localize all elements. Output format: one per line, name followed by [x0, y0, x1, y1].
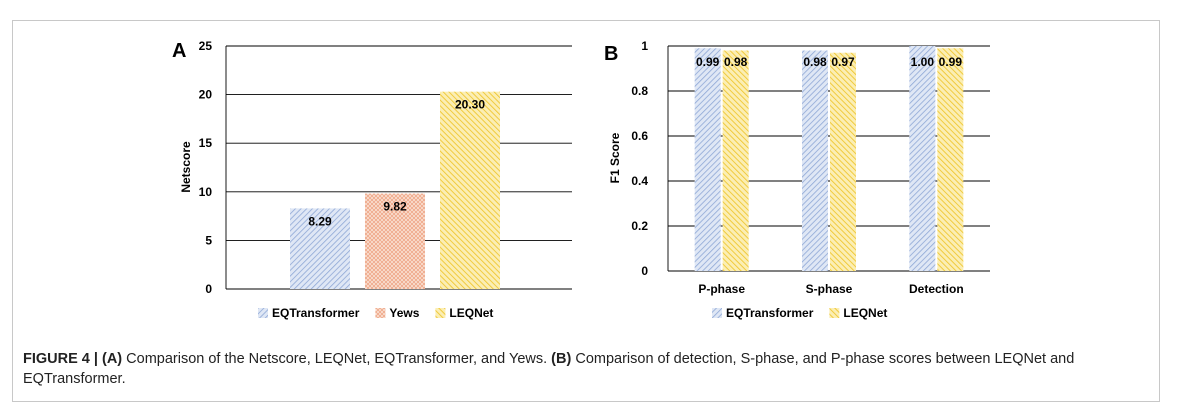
- panel-b-ytick: 0.6: [631, 129, 648, 143]
- panel-b-data-label-eqtransformer-detection: 1.00: [911, 55, 935, 69]
- panel-b-label: B: [604, 43, 618, 65]
- panel-b-legend-swatch-leqnet: [829, 308, 840, 318]
- panel-b-xtick-s-phase: S-phase: [806, 282, 853, 296]
- panel-b-bar-eqtransformer-detection: [909, 46, 936, 271]
- panel-b-xtick-detection: Detection: [909, 282, 964, 296]
- panel-b-data-label-leqnet-p-phase: 0.98: [724, 55, 748, 69]
- panel-a-legend-swatch-leqnet: [435, 308, 446, 318]
- panel-b-data-label-leqnet-detection: 0.99: [939, 55, 963, 69]
- panel-a-data-label-leqnet: 20.30: [455, 98, 485, 112]
- panel-b-ytick: 0.2: [631, 219, 648, 233]
- panel-a-data-label-yews: 9.82: [383, 200, 407, 214]
- panel-b-data-label-leqnet-s-phase: 0.97: [831, 55, 855, 69]
- panel-a-data-label-eqtransformer: 8.29: [308, 214, 332, 228]
- panel-b: B F1 Score 0.99 0.98 0.98 0.97 1.00 0.99 0 0.2…: [604, 39, 990, 320]
- panel-a-ytick: 5: [205, 233, 212, 247]
- panel-b-ytick: 0: [641, 264, 648, 278]
- panel-a-bar-eqtransformer: [290, 208, 350, 289]
- panel-b-ytick: 0.4: [631, 174, 648, 188]
- panel-b-bar-leqnet-s-phase: [830, 52, 856, 271]
- panel-b-ytick: 0.8: [631, 84, 648, 98]
- panel-a-legend-swatch-eqtransformer: [258, 308, 268, 318]
- panel-a-legend-label-yews: Yews: [389, 306, 419, 320]
- figure-frame: [12, 20, 1160, 402]
- panel-b-ylabel: F1 Score: [608, 132, 622, 183]
- panel-b-legend-swatch-eqtransformer: [712, 308, 722, 318]
- panel-a-bar-yews: [365, 193, 425, 289]
- caption-part-b-tag: (B): [551, 351, 572, 367]
- panel-b-bar-leqnet-detection: [937, 48, 964, 271]
- panel-a-ytick: 15: [199, 136, 213, 150]
- caption-part-a-text: Comparison of the Netscore, LEQNet, EQTr…: [122, 351, 552, 367]
- panel-b-bar-eqtransformer-s-phase: [802, 50, 828, 271]
- panel-b-legend-label-leqnet: LEQNet: [843, 306, 887, 320]
- panel-a-legend-label-eqtransformer: EQTransformer: [272, 306, 360, 320]
- panel-b-data-label-eqtransformer-p-phase: 0.99: [696, 55, 720, 69]
- panel-b-xtick-p-phase: P-phase: [698, 282, 745, 296]
- panel-b-ytick: 1: [641, 39, 648, 53]
- caption-part-a-tag: (A): [102, 351, 123, 367]
- panel-a-ylabel: Netscore: [179, 141, 193, 193]
- panel-a-ytick: 0: [205, 282, 212, 296]
- panel-a-ytick: 10: [199, 185, 213, 199]
- panel-b-bar-eqtransformer-p-phase: [694, 48, 721, 271]
- panel-b-legend-label-eqtransformer: EQTransformer: [726, 306, 814, 320]
- panel-a: A Netscore 8.29 9.82 20.30 0 5 10 15 20 25 EQTr…: [172, 39, 572, 320]
- panel-a-legend-swatch-yews: [375, 308, 386, 318]
- panel-a-label: A: [172, 40, 186, 62]
- panel-a-ytick: 20: [199, 88, 213, 102]
- panel-a-bar-leqnet: [440, 91, 500, 290]
- caption-part-b-text: Comparison of detection, S-phase, and P-…: [23, 351, 1075, 387]
- panel-b-data-label-eqtransformer-s-phase: 0.98: [803, 55, 827, 69]
- panel-a-ytick: 25: [199, 39, 213, 53]
- caption-figure-number: FIGURE 4 |: [23, 351, 98, 367]
- figure-caption: FIGURE 4 | (A) Comparison of the Netscor…: [23, 349, 1133, 389]
- panel-a-legend-label-leqnet: LEQNet: [449, 306, 493, 320]
- panel-b-bar-leqnet-p-phase: [722, 50, 749, 271]
